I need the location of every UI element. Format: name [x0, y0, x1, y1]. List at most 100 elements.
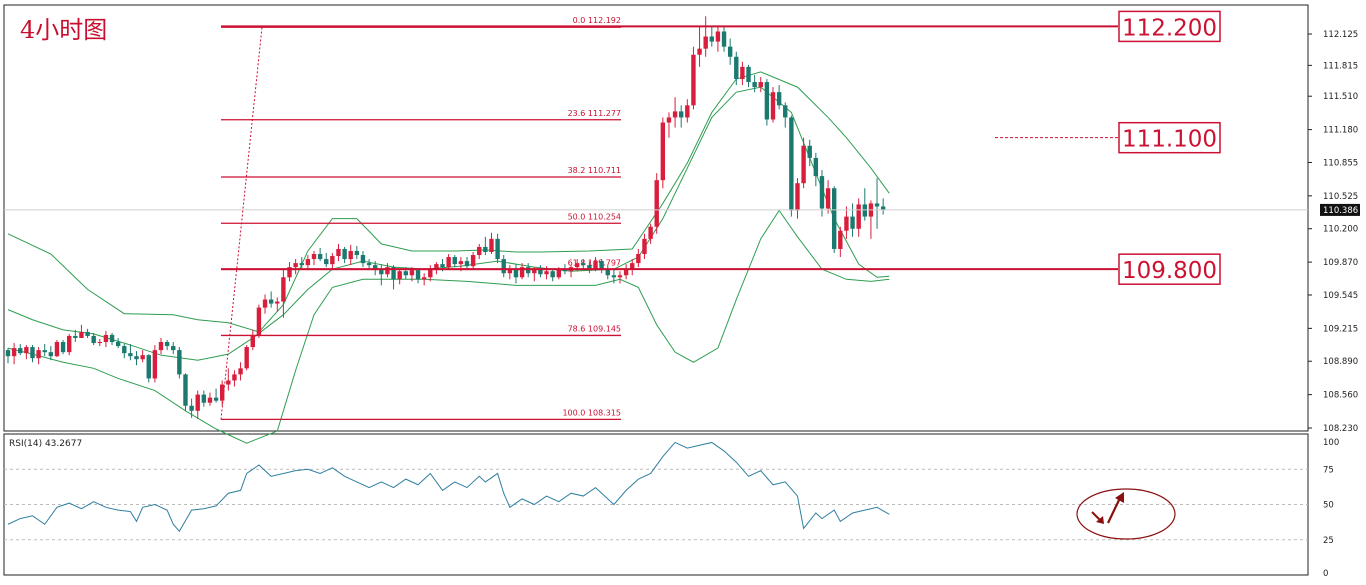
candle-body	[685, 105, 690, 118]
price-axis: 112.125 111.815 111.510 111.180 110.855 110.5…	[4, 30, 1360, 434]
fib-level-label: 78.6 109.145	[568, 324, 621, 333]
candle-body	[605, 269, 610, 276]
rsi-annotation-ellipse	[1076, 488, 1176, 540]
candle-body	[850, 216, 855, 229]
candle-body	[103, 334, 109, 343]
candle-body	[666, 117, 672, 123]
candle-body	[544, 271, 549, 275]
current-price-tag	[1320, 203, 1360, 216]
candle-body	[526, 267, 531, 274]
candle-body	[354, 250, 360, 256]
candle-body	[819, 176, 825, 209]
candle-body	[770, 92, 776, 120]
candle-body	[268, 299, 274, 304]
price-tick-label: 111.815	[1323, 61, 1358, 71]
price-tick-label: 109.215	[1323, 324, 1358, 334]
candle-body	[128, 353, 133, 357]
candle-body	[477, 246, 482, 256]
rsi-tick-label: 0	[1323, 569, 1328, 579]
candle-body	[630, 263, 635, 270]
candle-body	[679, 111, 684, 118]
candle-body	[672, 111, 678, 118]
candle-body	[177, 350, 182, 375]
candle-body	[115, 342, 121, 347]
rsi-indicator: 100 75 50 25 0	[4, 438, 1339, 579]
key-level-box[interactable]	[1118, 10, 1221, 43]
candle-body	[195, 394, 200, 411]
candle-body	[734, 56, 739, 80]
candle-body	[171, 346, 176, 351]
rsi-line	[7, 441, 890, 533]
candle-body	[838, 230, 843, 249]
candle-body	[152, 350, 158, 379]
price-tick-label: 109.545	[1323, 291, 1358, 301]
fib-level-label: 23.6 111.277	[568, 109, 621, 118]
candle-body	[207, 397, 213, 403]
bollinger-lower-band	[7, 209, 890, 444]
fib-level-label: 0.0 112.192	[573, 16, 621, 25]
candle-body	[226, 380, 231, 385]
candle-body	[807, 145, 812, 158]
rsi-tick-label: 50	[1323, 501, 1334, 511]
candle-body	[42, 350, 47, 353]
candle-body	[348, 250, 353, 260]
timeframe-label: 4小时图	[20, 16, 107, 44]
candle-body	[507, 269, 513, 274]
candle-body	[519, 267, 525, 278]
candle-body	[789, 117, 794, 211]
candle-body	[5, 350, 11, 357]
price-tick-label: 109.870	[1323, 258, 1358, 268]
candle-body	[73, 335, 78, 338]
key-level-box[interactable]	[1118, 253, 1221, 285]
candle-body	[287, 267, 292, 278]
key-level-box[interactable]	[1118, 121, 1221, 154]
candle-body	[281, 277, 286, 302]
rsi-tick-label: 100	[1323, 438, 1339, 448]
candle-body	[825, 188, 831, 209]
candle-body	[11, 348, 17, 357]
candle-body	[54, 342, 60, 357]
candle-body	[18, 348, 23, 354]
candle-body	[97, 342, 102, 344]
price-tick-label: 108.560	[1323, 391, 1358, 401]
candle-body	[428, 269, 433, 278]
candle-body	[201, 394, 207, 403]
fib-trend-line[interactable]	[220, 27, 263, 420]
key-level-label: 112.200	[1122, 15, 1217, 41]
candle-body	[617, 275, 623, 278]
candle-body	[832, 188, 837, 249]
candle-body	[91, 335, 96, 344]
rsi-up-arrowhead	[1115, 492, 1124, 503]
candle-body	[880, 206, 886, 210]
candle-body	[648, 226, 653, 239]
candle-body	[593, 261, 598, 270]
candle-body	[587, 265, 592, 270]
candle-body	[709, 36, 714, 42]
candle-body	[85, 331, 90, 336]
candle-body	[158, 342, 164, 351]
rsi-title: RSI(14) 43.2677	[9, 439, 82, 449]
candle-body	[721, 31, 727, 47]
candle-body	[79, 331, 84, 338]
candle-body	[30, 347, 35, 359]
key-levels[interactable]: 112.200 111.100 109.800	[221, 10, 1221, 285]
price-tick-label: 108.230	[1323, 424, 1358, 434]
candle-body	[134, 356, 139, 360]
candle-body	[758, 82, 763, 88]
rsi-panel	[3, 433, 1309, 576]
candle-body	[795, 183, 800, 211]
candle-body	[140, 355, 145, 360]
candle-body	[727, 46, 733, 57]
candle-body	[574, 263, 580, 268]
candle-body	[391, 267, 396, 280]
price-tick-label: 111.510	[1323, 92, 1358, 102]
candle-body	[501, 259, 506, 274]
price-tick-label: 108.890	[1323, 357, 1358, 367]
key-level-label: 111.100	[1122, 127, 1217, 153]
candle-body	[813, 157, 819, 177]
candle-body	[275, 301, 280, 304]
candle-body	[379, 269, 384, 275]
candle-body	[67, 335, 72, 353]
